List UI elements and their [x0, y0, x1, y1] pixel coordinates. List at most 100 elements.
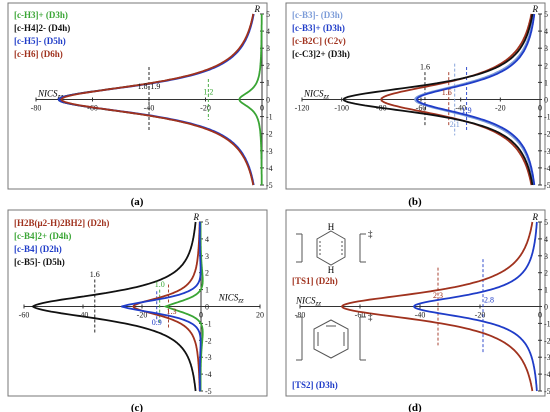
- panel-b-frame: [285, 2, 546, 190]
- series-line: [342, 13, 534, 186]
- legend-entry: [c-H4]2- (D4h): [14, 23, 70, 33]
- x-tick-label: -120: [295, 104, 310, 113]
- data-label: 1.8-1.9: [138, 82, 161, 91]
- legend-entry: [c-B4]2+ (D4h): [14, 231, 71, 241]
- series-line: [238, 14, 263, 185]
- series-line: [412, 221, 538, 392]
- x-tick-label: 20: [256, 311, 264, 320]
- data-label: 0.9: [152, 318, 162, 327]
- y-tick-label: 5: [544, 10, 548, 19]
- y-tick-label: 2: [205, 269, 209, 278]
- data-label: 1.6: [420, 63, 430, 72]
- y-tick-label: -4: [266, 164, 273, 173]
- y-tick-label: 0: [266, 96, 270, 105]
- ts1-structure: [296, 230, 366, 266]
- y-tick-label: 1: [544, 78, 548, 87]
- x-tick-label: 0: [199, 311, 203, 320]
- data-label: 1.3: [167, 307, 177, 316]
- y-tick-label: 4: [544, 235, 548, 244]
- series-line: [121, 222, 202, 391]
- x-tick-label: -40: [455, 104, 466, 113]
- chart-panel-d: -80 -60 -40 -20 0-5-4-3-2-1012345RNICSzz[TS1…: [292, 212, 550, 396]
- y-tick-label: -5: [544, 387, 550, 396]
- y-tick-label: 1: [205, 286, 209, 295]
- ts2-charge: ‡: [368, 312, 373, 322]
- x-tick-label: -20: [475, 311, 486, 320]
- legend-entry: [c-C3]2+ (D3h): [292, 49, 350, 59]
- ts1-charge: ‡: [368, 229, 373, 239]
- legend-entry: [c-H5]- (D5h): [14, 36, 66, 46]
- x-tick-label: 0: [538, 311, 542, 320]
- legend-entry: [c-B3]+ (D3h): [292, 23, 345, 33]
- ts1-atom-bottom: H: [328, 265, 335, 275]
- y-tick-label: -2: [205, 336, 212, 345]
- series-line: [60, 13, 255, 186]
- y-axis-label: R: [193, 212, 200, 222]
- panel-a-frame: [7, 2, 268, 190]
- x-tick-label: -40: [415, 311, 426, 320]
- y-axis-label: R: [254, 4, 261, 14]
- x-tick-label: -40: [78, 311, 89, 320]
- y-tick-label: 3: [544, 252, 548, 261]
- y-tick-label: -3: [205, 353, 212, 362]
- y-tick-label: 0: [544, 303, 548, 312]
- x-tick-label: -100: [334, 104, 349, 113]
- legend-entry: [c-B2C] (C2v): [292, 36, 346, 46]
- x-tick-label: -20: [200, 104, 211, 113]
- series-line: [380, 13, 533, 186]
- y-tick-label: 4: [266, 27, 270, 36]
- y-tick-label: -2: [544, 130, 550, 139]
- panel-c-frame: [7, 209, 268, 397]
- chart-panel-c: -60 -40 -20 0 20-5-4-3-2-1012345RNICSzz[H2B(…: [14, 212, 264, 396]
- y-tick-label: 5: [205, 218, 209, 227]
- y-tick-label: -4: [205, 370, 212, 379]
- panel-label-a: (a): [131, 196, 144, 208]
- legend-entry: [c-H6] (D6h): [14, 49, 63, 59]
- x-tick-label: -60: [355, 311, 366, 320]
- y-tick-label: -4: [544, 164, 550, 173]
- y-tick-label: -3: [266, 147, 273, 156]
- legend-entry: [TS1] (D2h): [292, 276, 338, 286]
- data-label: 2.3: [433, 291, 443, 300]
- y-tick-label: 5: [544, 218, 548, 227]
- y-tick-label: -1: [544, 319, 550, 328]
- x-axis-label: NICSzz: [303, 89, 329, 101]
- y-tick-label: 4: [205, 235, 209, 244]
- x-axis-label: NICSzz: [295, 296, 321, 308]
- y-tick-label: -2: [544, 336, 550, 345]
- y-axis-label: R: [532, 212, 539, 222]
- x-tick-label: 0: [538, 104, 542, 113]
- y-tick-label: -1: [205, 319, 212, 328]
- y-tick-label: 3: [544, 44, 548, 53]
- series-line: [414, 13, 535, 186]
- x-axis-label: NICSzz: [37, 89, 63, 101]
- chart-panel-a: -80 -60 -40 -20 0-5-4-3-2-1012345RNICSzz[c-H…: [14, 4, 273, 190]
- data-label: 1.0: [155, 280, 165, 289]
- x-tick-label: -80: [31, 104, 42, 113]
- chart-panel-b: -120 -100 -80 -60 -40 -20 0-5-4-3-2-1012345RNI…: [292, 4, 550, 190]
- y-tick-label: 0: [205, 303, 209, 312]
- panel-label-d: (d): [408, 402, 422, 412]
- y-tick-label: 1: [544, 286, 548, 295]
- panel-d-frame: [285, 209, 546, 397]
- legend-entry: [H2B(μ2-H)2BH2] (D2h): [14, 218, 109, 228]
- x-axis-label: NICSzz: [218, 293, 244, 305]
- y-tick-label: 3: [205, 252, 209, 261]
- x-tick-label: -80: [295, 311, 306, 320]
- x-tick-label: -20: [495, 104, 506, 113]
- y-tick-label: -4: [544, 370, 550, 379]
- y-tick-label: -3: [544, 147, 550, 156]
- y-tick-label: 3: [266, 44, 270, 53]
- ts2-structure: [296, 316, 366, 361]
- y-tick-label: -5: [205, 387, 212, 396]
- ts1-atom-top: H: [328, 222, 335, 232]
- data-label: 1.9: [462, 106, 472, 115]
- series-line: [31, 221, 197, 392]
- data-label: 2.8: [484, 295, 494, 304]
- data-label: 2.1: [450, 120, 460, 129]
- legend-entry: [c-H3]+ (D3h): [14, 10, 68, 20]
- panel-label-c: (c): [131, 402, 144, 412]
- y-tick-label: -1: [266, 113, 273, 122]
- x-tick-label: -60: [416, 104, 427, 113]
- series-line: [416, 13, 536, 186]
